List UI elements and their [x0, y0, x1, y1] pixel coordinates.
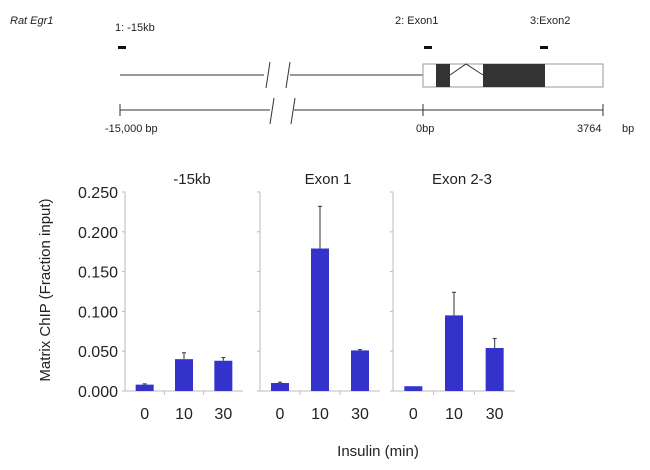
panel-title: Exon 1: [305, 171, 352, 188]
y-tick-label: 0.100: [78, 304, 118, 321]
region-label-3: 3:Exon2: [530, 15, 570, 27]
y-tick-label: 0.000: [78, 384, 118, 401]
bar: [404, 386, 423, 391]
bar-chart: Matrix ChIP (Fraction input) Insulin (mi…: [37, 171, 515, 460]
x-axis-label: Insulin (min): [337, 443, 419, 460]
scale-label-zero: 0bp: [416, 123, 434, 135]
x-tick-label: 30: [351, 406, 369, 423]
region-label-2: 2: Exon1: [395, 15, 438, 27]
bar: [175, 359, 193, 391]
y-tick-label: 0.150: [78, 265, 118, 282]
scale-label-unit: bp: [622, 123, 634, 135]
x-tick-label: 30: [214, 406, 232, 423]
x-tick-label: 0: [276, 406, 285, 423]
bar: [311, 248, 329, 391]
bar: [351, 350, 369, 391]
scale-bar: [119, 97, 604, 125]
bar: [271, 383, 289, 391]
gene-name: Rat Egr1: [10, 15, 53, 27]
gene-map: Rat Egr1 1: -15kb 2: Exon1 3:Exon2 -15,0…: [10, 15, 634, 135]
scale-label-start: -15,000 bp: [105, 123, 158, 135]
panel-1: -15kb 0 10 30: [122, 171, 243, 423]
panel-title: -15kb: [173, 171, 211, 188]
y-axis-label: Matrix ChIP (Fraction input): [37, 198, 54, 381]
primer-marker-3: [540, 46, 548, 49]
primer-marker-2: [424, 46, 432, 49]
exon2-coding: [483, 64, 545, 87]
x-tick-label: 0: [140, 406, 149, 423]
panel-2: Exon 1 0 10 30: [257, 171, 380, 423]
bar: [445, 315, 463, 391]
x-tick-label: 30: [486, 406, 504, 423]
x-tick-label: 0: [409, 406, 418, 423]
x-tick-label: 10: [445, 406, 463, 423]
region-label-1: 1: -15kb: [115, 22, 155, 34]
y-tick-label: 0.050: [78, 344, 118, 361]
panel-title: Exon 2-3: [432, 171, 492, 188]
panel-3: Exon 2-3 0 10 30: [390, 171, 515, 423]
x-tick-label: 10: [311, 406, 329, 423]
exon1-coding: [436, 64, 450, 87]
bar: [135, 384, 154, 391]
scale-label-end: 3764: [577, 123, 601, 135]
y-tick-label: 0.200: [78, 225, 118, 242]
x-tick-label: 10: [175, 406, 193, 423]
bar: [214, 360, 233, 391]
y-tick-label: 0.250: [78, 185, 118, 202]
bar: [485, 348, 504, 391]
primer-marker-1: [118, 46, 126, 49]
